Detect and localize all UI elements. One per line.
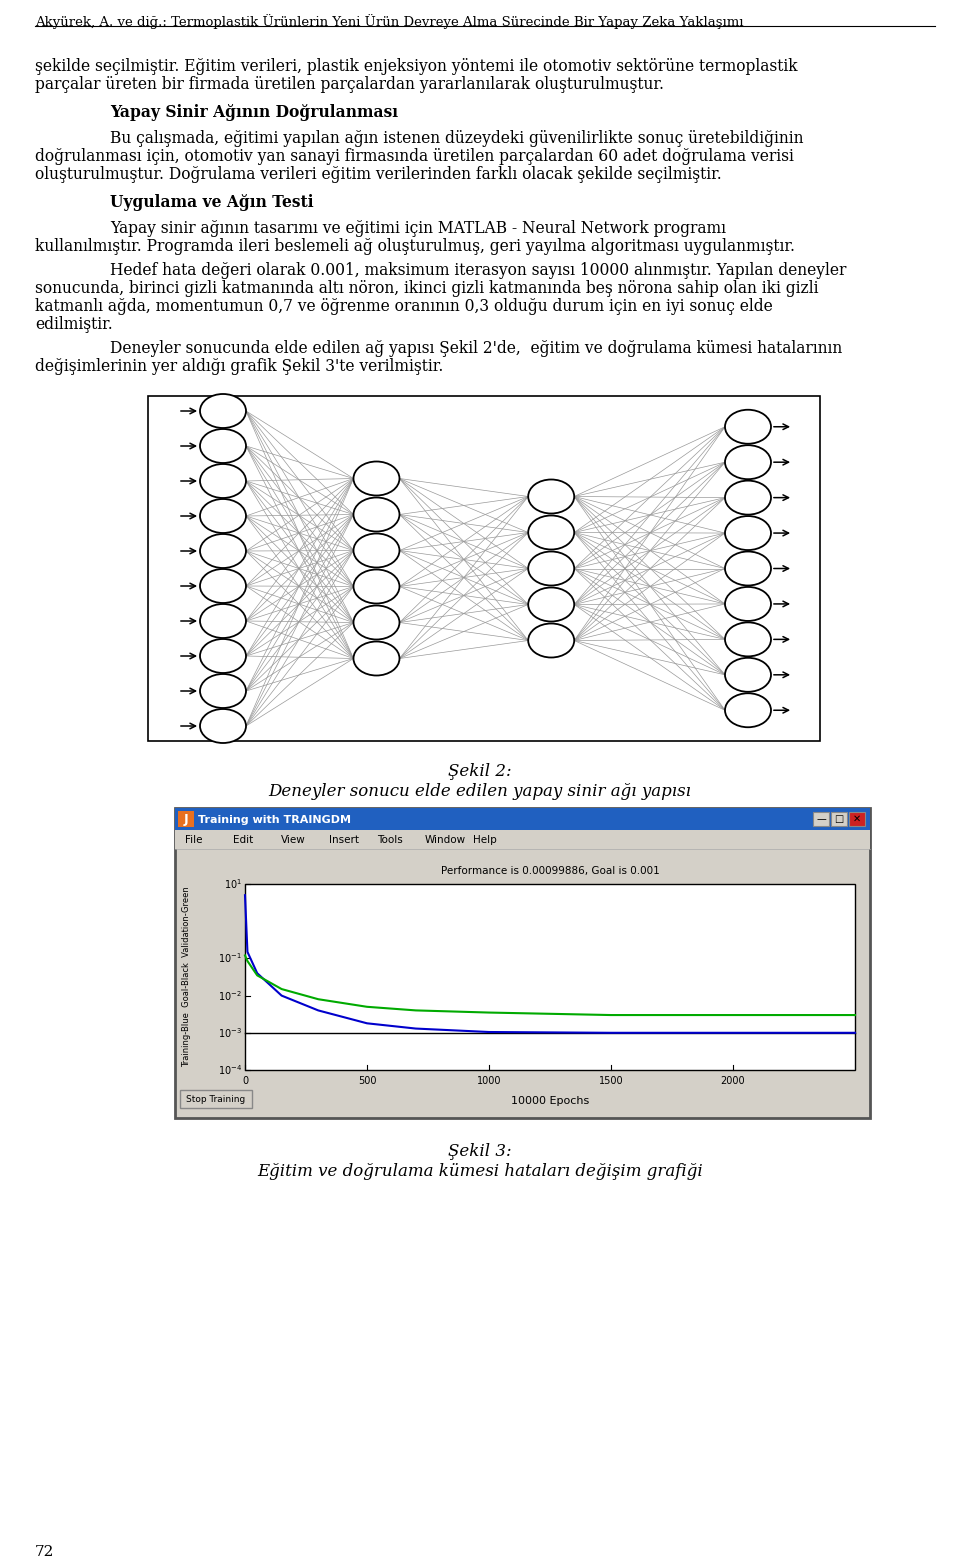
Text: Yapay Sinir Ağının Doğrulanması: Yapay Sinir Ağının Doğrulanması bbox=[110, 104, 398, 122]
Text: $10^{-3}$: $10^{-3}$ bbox=[218, 1026, 242, 1040]
Text: değişimlerinin yer aldığı grafik Şekil 3'te verilmiştir.: değişimlerinin yer aldığı grafik Şekil 3… bbox=[35, 359, 444, 376]
Ellipse shape bbox=[200, 535, 246, 567]
Bar bbox=[178, 811, 194, 826]
Text: $10^{-2}$: $10^{-2}$ bbox=[218, 988, 242, 1002]
Ellipse shape bbox=[725, 480, 771, 514]
Text: File: File bbox=[185, 834, 203, 845]
Ellipse shape bbox=[725, 446, 771, 479]
Text: Şekil 2:: Şekil 2: bbox=[448, 762, 512, 780]
Text: □: □ bbox=[834, 814, 844, 825]
Ellipse shape bbox=[353, 605, 399, 639]
Text: şekilde seçilmiştir. Eğitim verileri, plastik enjeksiyon yöntemi ile otomotiv se: şekilde seçilmiştir. Eğitim verileri, pl… bbox=[35, 58, 798, 75]
Text: Help: Help bbox=[473, 834, 496, 845]
Text: Deneyler sonucunda elde edilen ağ yapısı Şekil 2'de,  eğitim ve doğrulama kümesi: Deneyler sonucunda elde edilen ağ yapısı… bbox=[110, 340, 842, 357]
Bar bbox=[813, 812, 829, 826]
Ellipse shape bbox=[200, 639, 246, 673]
Ellipse shape bbox=[200, 673, 246, 708]
Ellipse shape bbox=[528, 516, 574, 549]
Ellipse shape bbox=[200, 394, 246, 429]
Text: Deneyler sonucu elde edilen yapay sinir ağı yapısı: Deneyler sonucu elde edilen yapay sinir … bbox=[269, 783, 691, 800]
Text: Tools: Tools bbox=[377, 834, 403, 845]
Ellipse shape bbox=[353, 461, 399, 496]
Text: Window: Window bbox=[425, 834, 467, 845]
Text: 1500: 1500 bbox=[599, 1076, 623, 1087]
Ellipse shape bbox=[725, 410, 771, 444]
Ellipse shape bbox=[725, 658, 771, 692]
Ellipse shape bbox=[528, 588, 574, 622]
Text: 0: 0 bbox=[242, 1076, 248, 1087]
Text: 500: 500 bbox=[358, 1076, 376, 1087]
Ellipse shape bbox=[725, 516, 771, 550]
Ellipse shape bbox=[528, 624, 574, 658]
Text: sonucunda, birinci gizli katmanında altı nöron, ikinci gizli katmanında beş nöro: sonucunda, birinci gizli katmanında altı… bbox=[35, 281, 819, 298]
Text: 72: 72 bbox=[35, 1545, 55, 1559]
Ellipse shape bbox=[725, 552, 771, 586]
Text: $10^{-1}$: $10^{-1}$ bbox=[218, 951, 242, 965]
Ellipse shape bbox=[353, 533, 399, 567]
Text: J: J bbox=[183, 812, 188, 826]
Text: View: View bbox=[281, 834, 305, 845]
Text: 10000 Epochs: 10000 Epochs bbox=[511, 1096, 589, 1105]
Ellipse shape bbox=[200, 429, 246, 463]
Text: 1000: 1000 bbox=[477, 1076, 501, 1087]
Ellipse shape bbox=[353, 569, 399, 603]
Text: Yapay sinir ağının tasarımı ve eğitimi için MATLAB - Neural Network programı: Yapay sinir ağının tasarımı ve eğitimi i… bbox=[110, 220, 726, 237]
Bar bbox=[180, 1090, 252, 1108]
Ellipse shape bbox=[200, 709, 246, 744]
Text: Uygulama ve Ağın Testi: Uygulama ve Ağın Testi bbox=[110, 193, 314, 210]
Bar bbox=[148, 396, 820, 741]
Text: Edit: Edit bbox=[233, 834, 253, 845]
Bar bbox=[245, 884, 855, 1069]
Text: katmanlı ağda, momentumun 0,7 ve öğrenme oranının 0,3 olduğu durum için en iyi s: katmanlı ağda, momentumun 0,7 ve öğrenme… bbox=[35, 298, 773, 315]
Text: parçalar üreten bir firmada üretilen parçalardan yararlanılarak oluşturulmuştur.: parçalar üreten bir firmada üretilen par… bbox=[35, 76, 664, 94]
Text: edilmiştir.: edilmiştir. bbox=[35, 316, 112, 334]
Ellipse shape bbox=[725, 622, 771, 656]
Ellipse shape bbox=[528, 480, 574, 513]
Ellipse shape bbox=[353, 641, 399, 675]
Bar bbox=[175, 829, 870, 850]
Ellipse shape bbox=[528, 552, 574, 586]
Bar bbox=[849, 812, 865, 826]
Text: Performance is 0.00099886, Goal is 0.001: Performance is 0.00099886, Goal is 0.001 bbox=[441, 865, 660, 876]
Text: ✕: ✕ bbox=[852, 814, 861, 825]
Text: Eğitim ve doğrulama kümesi hataları değişim grafiği: Eğitim ve doğrulama kümesi hataları deği… bbox=[257, 1163, 703, 1180]
Text: doğrulanması için, otomotiv yan sanayi firmasında üretilen parçalardan 60 adet d: doğrulanması için, otomotiv yan sanayi f… bbox=[35, 148, 794, 165]
Text: oluşturulmuştur. Doğrulama verileri eğitim verilerinden farklı olacak şekilde se: oluşturulmuştur. Doğrulama verileri eğit… bbox=[35, 165, 722, 182]
Text: Bu çalışmada, eğitimi yapılan ağın istenen düzeydeki güvenilirlikte sonuç üreteb: Bu çalışmada, eğitimi yapılan ağın isten… bbox=[110, 129, 804, 147]
Text: Şekil 3:: Şekil 3: bbox=[448, 1143, 512, 1160]
Text: Training with TRAINGDM: Training with TRAINGDM bbox=[198, 814, 351, 825]
Text: $10^{-4}$: $10^{-4}$ bbox=[218, 1063, 242, 1077]
Text: Akyürek, A. ve diğ.: Termoplastik Ürünlerin Yeni Ürün Devreye Alma Sürecinde Bir: Akyürek, A. ve diğ.: Termoplastik Ürünle… bbox=[35, 14, 743, 30]
Text: $10^{1}$: $10^{1}$ bbox=[224, 878, 242, 890]
Ellipse shape bbox=[200, 465, 246, 497]
Bar bbox=[175, 808, 870, 1118]
Text: Insert: Insert bbox=[329, 834, 359, 845]
Ellipse shape bbox=[725, 586, 771, 620]
Text: Stop Training: Stop Training bbox=[186, 1094, 246, 1104]
Text: 2000: 2000 bbox=[721, 1076, 745, 1087]
Text: Hedef hata değeri olarak 0.001, maksimum iterasyon sayısı 10000 alınmıştır. Yapı: Hedef hata değeri olarak 0.001, maksimum… bbox=[110, 262, 847, 279]
Text: Training-Blue  Goal-Black  Validation-Green: Training-Blue Goal-Black Validation-Gree… bbox=[182, 887, 191, 1068]
Ellipse shape bbox=[200, 499, 246, 533]
Bar bbox=[175, 808, 870, 829]
Ellipse shape bbox=[200, 569, 246, 603]
Ellipse shape bbox=[353, 497, 399, 532]
Text: kullanılmıştır. Programda ileri beslemeli ağ oluşturulmuş, geri yayılma algoritm: kullanılmıştır. Programda ileri beslemel… bbox=[35, 239, 795, 256]
Bar bbox=[831, 812, 847, 826]
Ellipse shape bbox=[200, 603, 246, 638]
Text: —: — bbox=[816, 814, 826, 825]
Ellipse shape bbox=[725, 694, 771, 726]
